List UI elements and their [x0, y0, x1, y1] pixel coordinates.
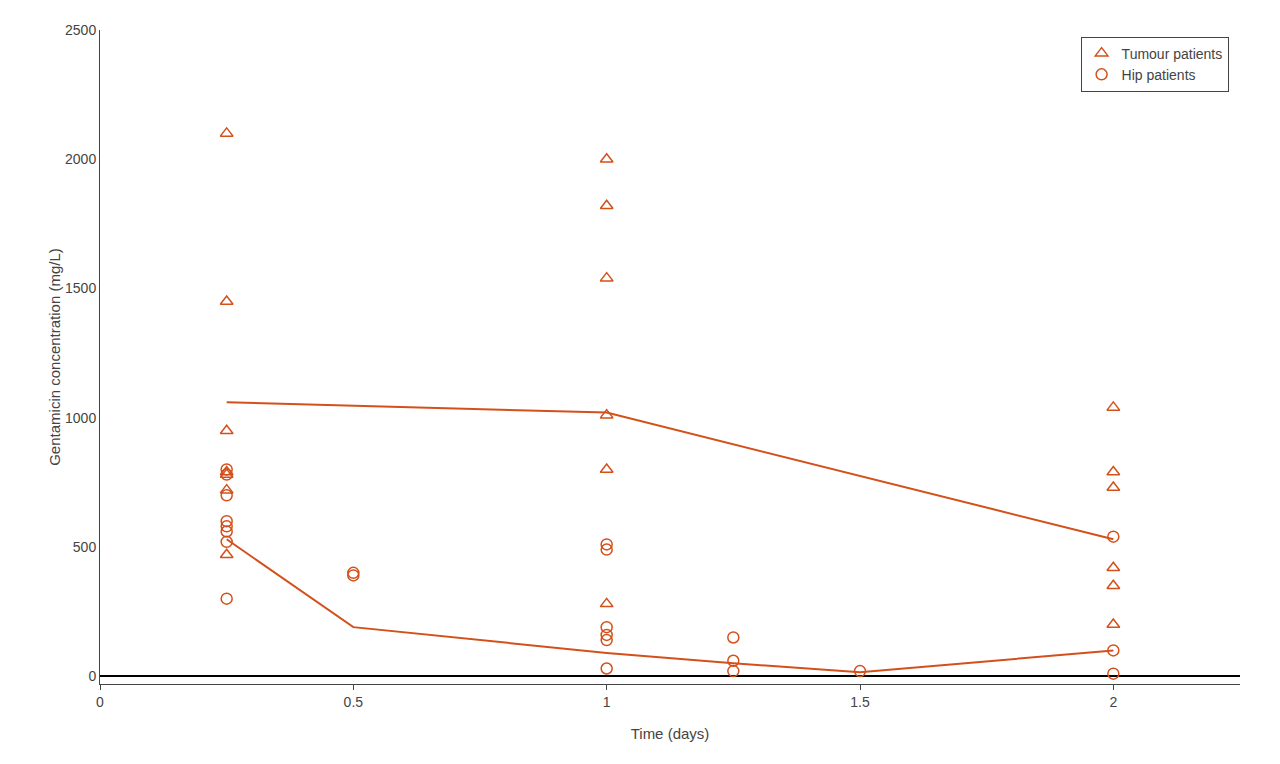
- svg-text:Hip patients: Hip patients: [1122, 67, 1196, 83]
- svg-text:2: 2: [1109, 694, 1117, 710]
- svg-text:500: 500: [73, 539, 97, 555]
- svg-text:2500: 2500: [65, 22, 96, 38]
- svg-text:1000: 1000: [65, 410, 96, 426]
- svg-text:Gentamicin concentration (mg/L: Gentamicin concentration (mg/L): [46, 248, 63, 466]
- svg-text:0: 0: [88, 668, 96, 684]
- svg-text:Time (days): Time (days): [631, 725, 710, 742]
- svg-text:1: 1: [603, 694, 611, 710]
- svg-text:Tumour patients: Tumour patients: [1122, 46, 1223, 62]
- svg-text:2000: 2000: [65, 151, 96, 167]
- svg-text:1500: 1500: [65, 280, 96, 296]
- svg-text:1.5: 1.5: [850, 694, 870, 710]
- svg-text:0.5: 0.5: [344, 694, 364, 710]
- svg-text:0: 0: [96, 694, 104, 710]
